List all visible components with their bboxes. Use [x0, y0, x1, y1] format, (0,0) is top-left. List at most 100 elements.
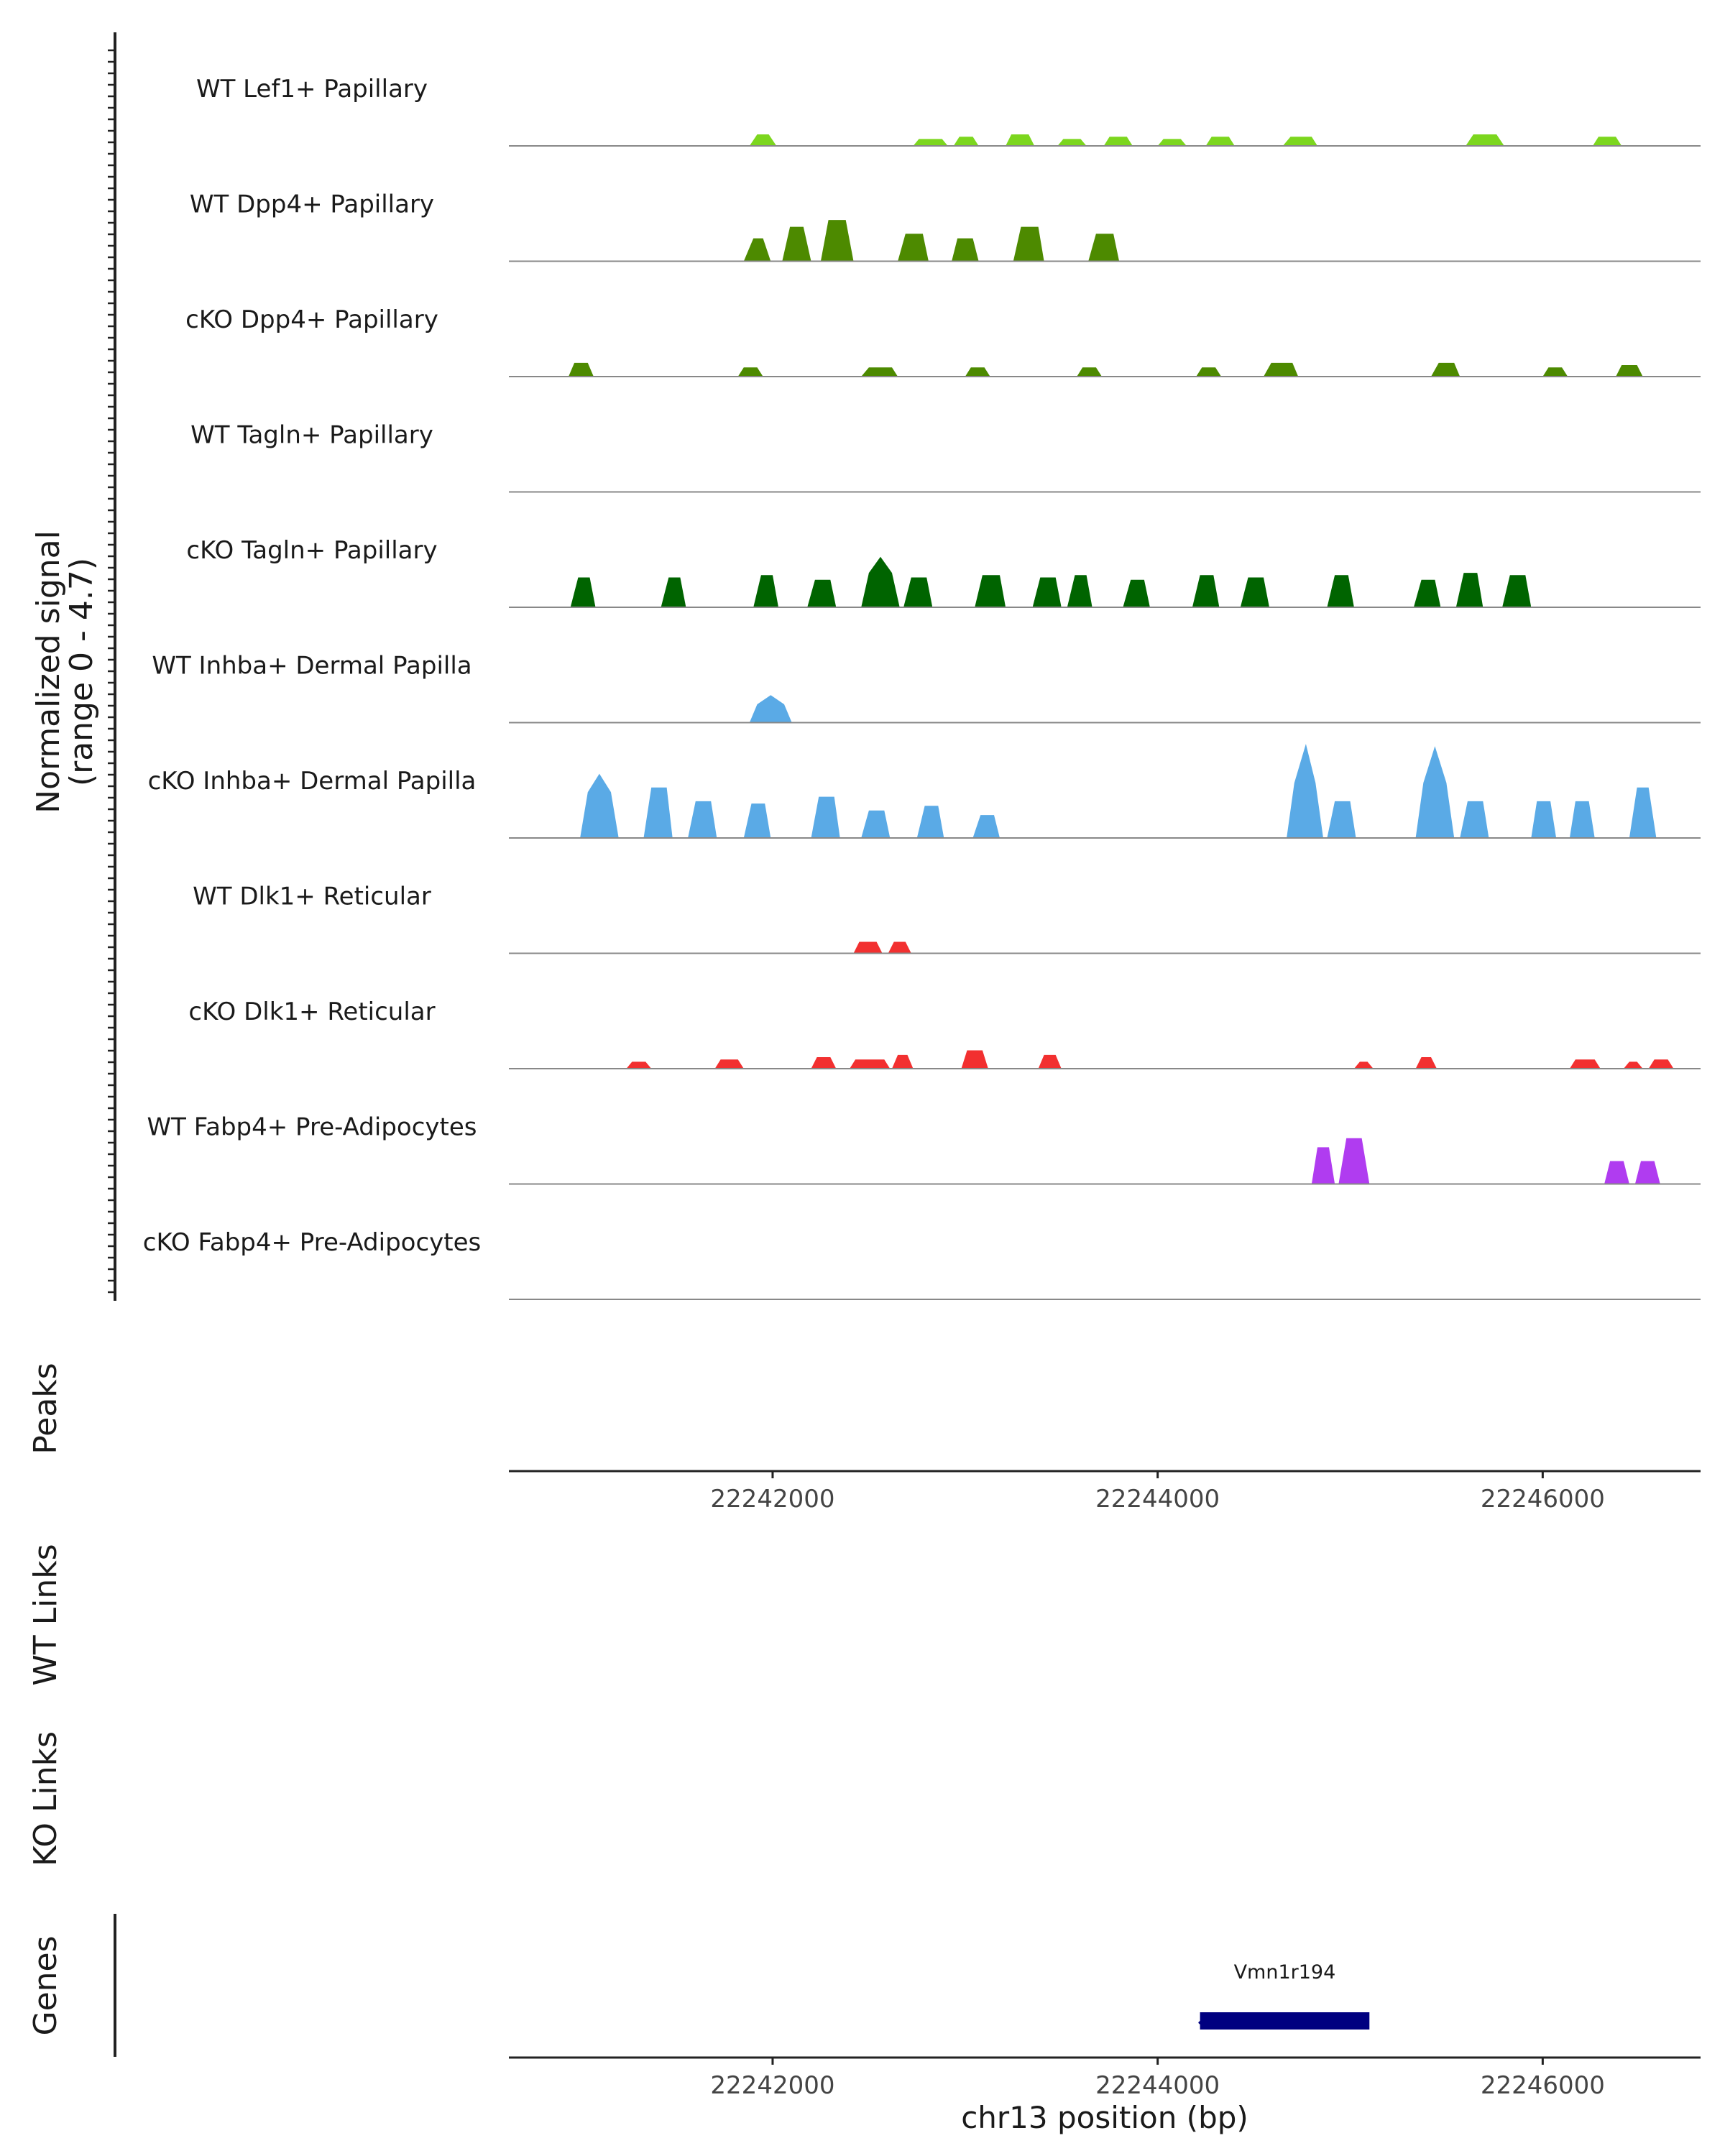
x-axis-title: chr13 position (bp) [961, 2100, 1248, 2135]
x-tick-label: 22242000 [710, 1485, 834, 1514]
signal-peak [1038, 1054, 1062, 1069]
signal-peak [1629, 787, 1657, 838]
signal-peak [1502, 575, 1532, 607]
signal-peak [903, 577, 933, 607]
signal-peak [1415, 1057, 1437, 1069]
signal-peak [1157, 139, 1187, 146]
signal-peak [861, 367, 898, 377]
signal-peak [1192, 575, 1220, 607]
track: WT Dpp4+ Papillary [190, 190, 1701, 262]
signal-peak [952, 238, 979, 262]
signal-peak [811, 1057, 837, 1069]
signal-peak [1531, 801, 1557, 838]
signal-peak [753, 575, 778, 607]
signal-peak [1593, 137, 1622, 146]
track: cKO Dpp4+ Papillary [185, 305, 1701, 377]
signal-peak [975, 575, 1006, 607]
signal-peak [820, 220, 854, 262]
signal-peak [953, 137, 979, 146]
track: WT Dlk1+ Reticular [193, 883, 1701, 954]
x-tick-label: 22244000 [1095, 2071, 1220, 2100]
signal-peak [1057, 139, 1087, 146]
signal-peak [1006, 134, 1035, 146]
gene-label: Vmn1r194 [1234, 1961, 1336, 1984]
signal-peak [1032, 577, 1062, 607]
genes-x-ticks: 22242000 22244000 22246000 [710, 2058, 1605, 2100]
signal-peak [1542, 367, 1568, 377]
signal-peak [1460, 801, 1489, 838]
ko-links-panel-title: KO Links [27, 1731, 64, 1866]
signal-peak [1413, 579, 1441, 607]
track: WT Inhba+ Dermal Papilla [152, 652, 1701, 724]
signal-peak [811, 796, 840, 838]
signal-peak [643, 787, 673, 838]
signal-peak [569, 362, 594, 377]
track-label: WT Fabp4+ Pre-Adipocytes [147, 1113, 477, 1142]
signal-peak [1431, 362, 1460, 377]
signal-axis-title-line1: Normalized signal [30, 530, 67, 814]
track: WT Tagln+ Papillary [190, 421, 1701, 493]
gene-body [1200, 2012, 1370, 2030]
signal-peak [1088, 234, 1120, 262]
signal-peak [749, 695, 792, 723]
signal-peak [714, 1059, 744, 1069]
signal-peak [861, 556, 900, 607]
track: cKO Inhba+ Dermal Papilla [148, 744, 1701, 839]
gene-strand-marker: ‹ [1197, 2012, 1204, 2033]
signal-y-ticks [108, 49, 115, 1294]
signal-peak [1240, 577, 1269, 607]
track: cKO Fabp4+ Pre-Adipocytes [143, 1228, 1701, 1300]
peaks-x-ticks: 22242000 22244000 22246000 [710, 1471, 1605, 1514]
track-label: cKO Fabp4+ Pre-Adipocytes [143, 1228, 482, 1257]
track-label: cKO Inhba+ Dermal Papilla [148, 767, 477, 796]
signal-peak [916, 806, 944, 838]
signal-peak [1415, 746, 1455, 838]
signal-peak [661, 577, 686, 607]
signal-peak [743, 238, 771, 262]
signal-peak [1648, 1059, 1674, 1069]
x-tick-label: 22246000 [1481, 2071, 1605, 2100]
signal-peak [1338, 1138, 1370, 1184]
signal-peak [782, 226, 811, 262]
signal-peak [1013, 226, 1044, 262]
signal-peak [749, 134, 777, 146]
signal-peak [1327, 801, 1356, 838]
signal-peak [892, 1054, 914, 1069]
track-label: WT Tagln+ Papillary [190, 421, 433, 450]
track: cKO Tagln+ Papillary [186, 536, 1701, 608]
signal-peak [580, 773, 619, 838]
x-tick-label: 22246000 [1481, 1485, 1605, 1514]
track: WT Lef1+ Papillary [196, 75, 1701, 147]
signal-peak [1623, 1061, 1643, 1069]
signal-axis-title-line2: (range 0 - 4.7) [63, 558, 100, 786]
signal-peak [1569, 801, 1595, 838]
track-label: WT Inhba+ Dermal Papilla [152, 652, 472, 681]
signal-peak [972, 815, 1000, 838]
signal-peak [1353, 1061, 1374, 1069]
x-tick-label: 22242000 [710, 2071, 834, 2100]
signal-peak [1196, 367, 1222, 377]
signal-peak [1103, 137, 1133, 146]
track-label: cKO Dlk1+ Reticular [188, 998, 435, 1026]
track-label: WT Dpp4+ Papillary [190, 190, 434, 219]
signal-peak [853, 941, 883, 954]
track-label: WT Dlk1+ Reticular [193, 883, 431, 911]
gene-annotations: ‹ Vmn1r194 [1197, 1961, 1370, 2033]
signal-peak [850, 1059, 891, 1069]
track: cKO Dlk1+ Reticular [188, 998, 1701, 1069]
signal-peak [743, 803, 771, 838]
signal-peak [888, 941, 911, 954]
signal-peak [1311, 1147, 1335, 1184]
signal-peak [1205, 137, 1235, 146]
signal-peak [807, 579, 837, 607]
signal-peak [1455, 573, 1484, 607]
signal-peak [1287, 744, 1323, 838]
signal-peak [737, 367, 763, 377]
signal-peak [1264, 362, 1299, 377]
signal-peak [1634, 1161, 1660, 1184]
track-label: WT Lef1+ Papillary [196, 75, 428, 103]
signal-peak [1123, 579, 1150, 607]
signal-peak [1616, 365, 1643, 377]
signal-peak [1282, 137, 1317, 146]
